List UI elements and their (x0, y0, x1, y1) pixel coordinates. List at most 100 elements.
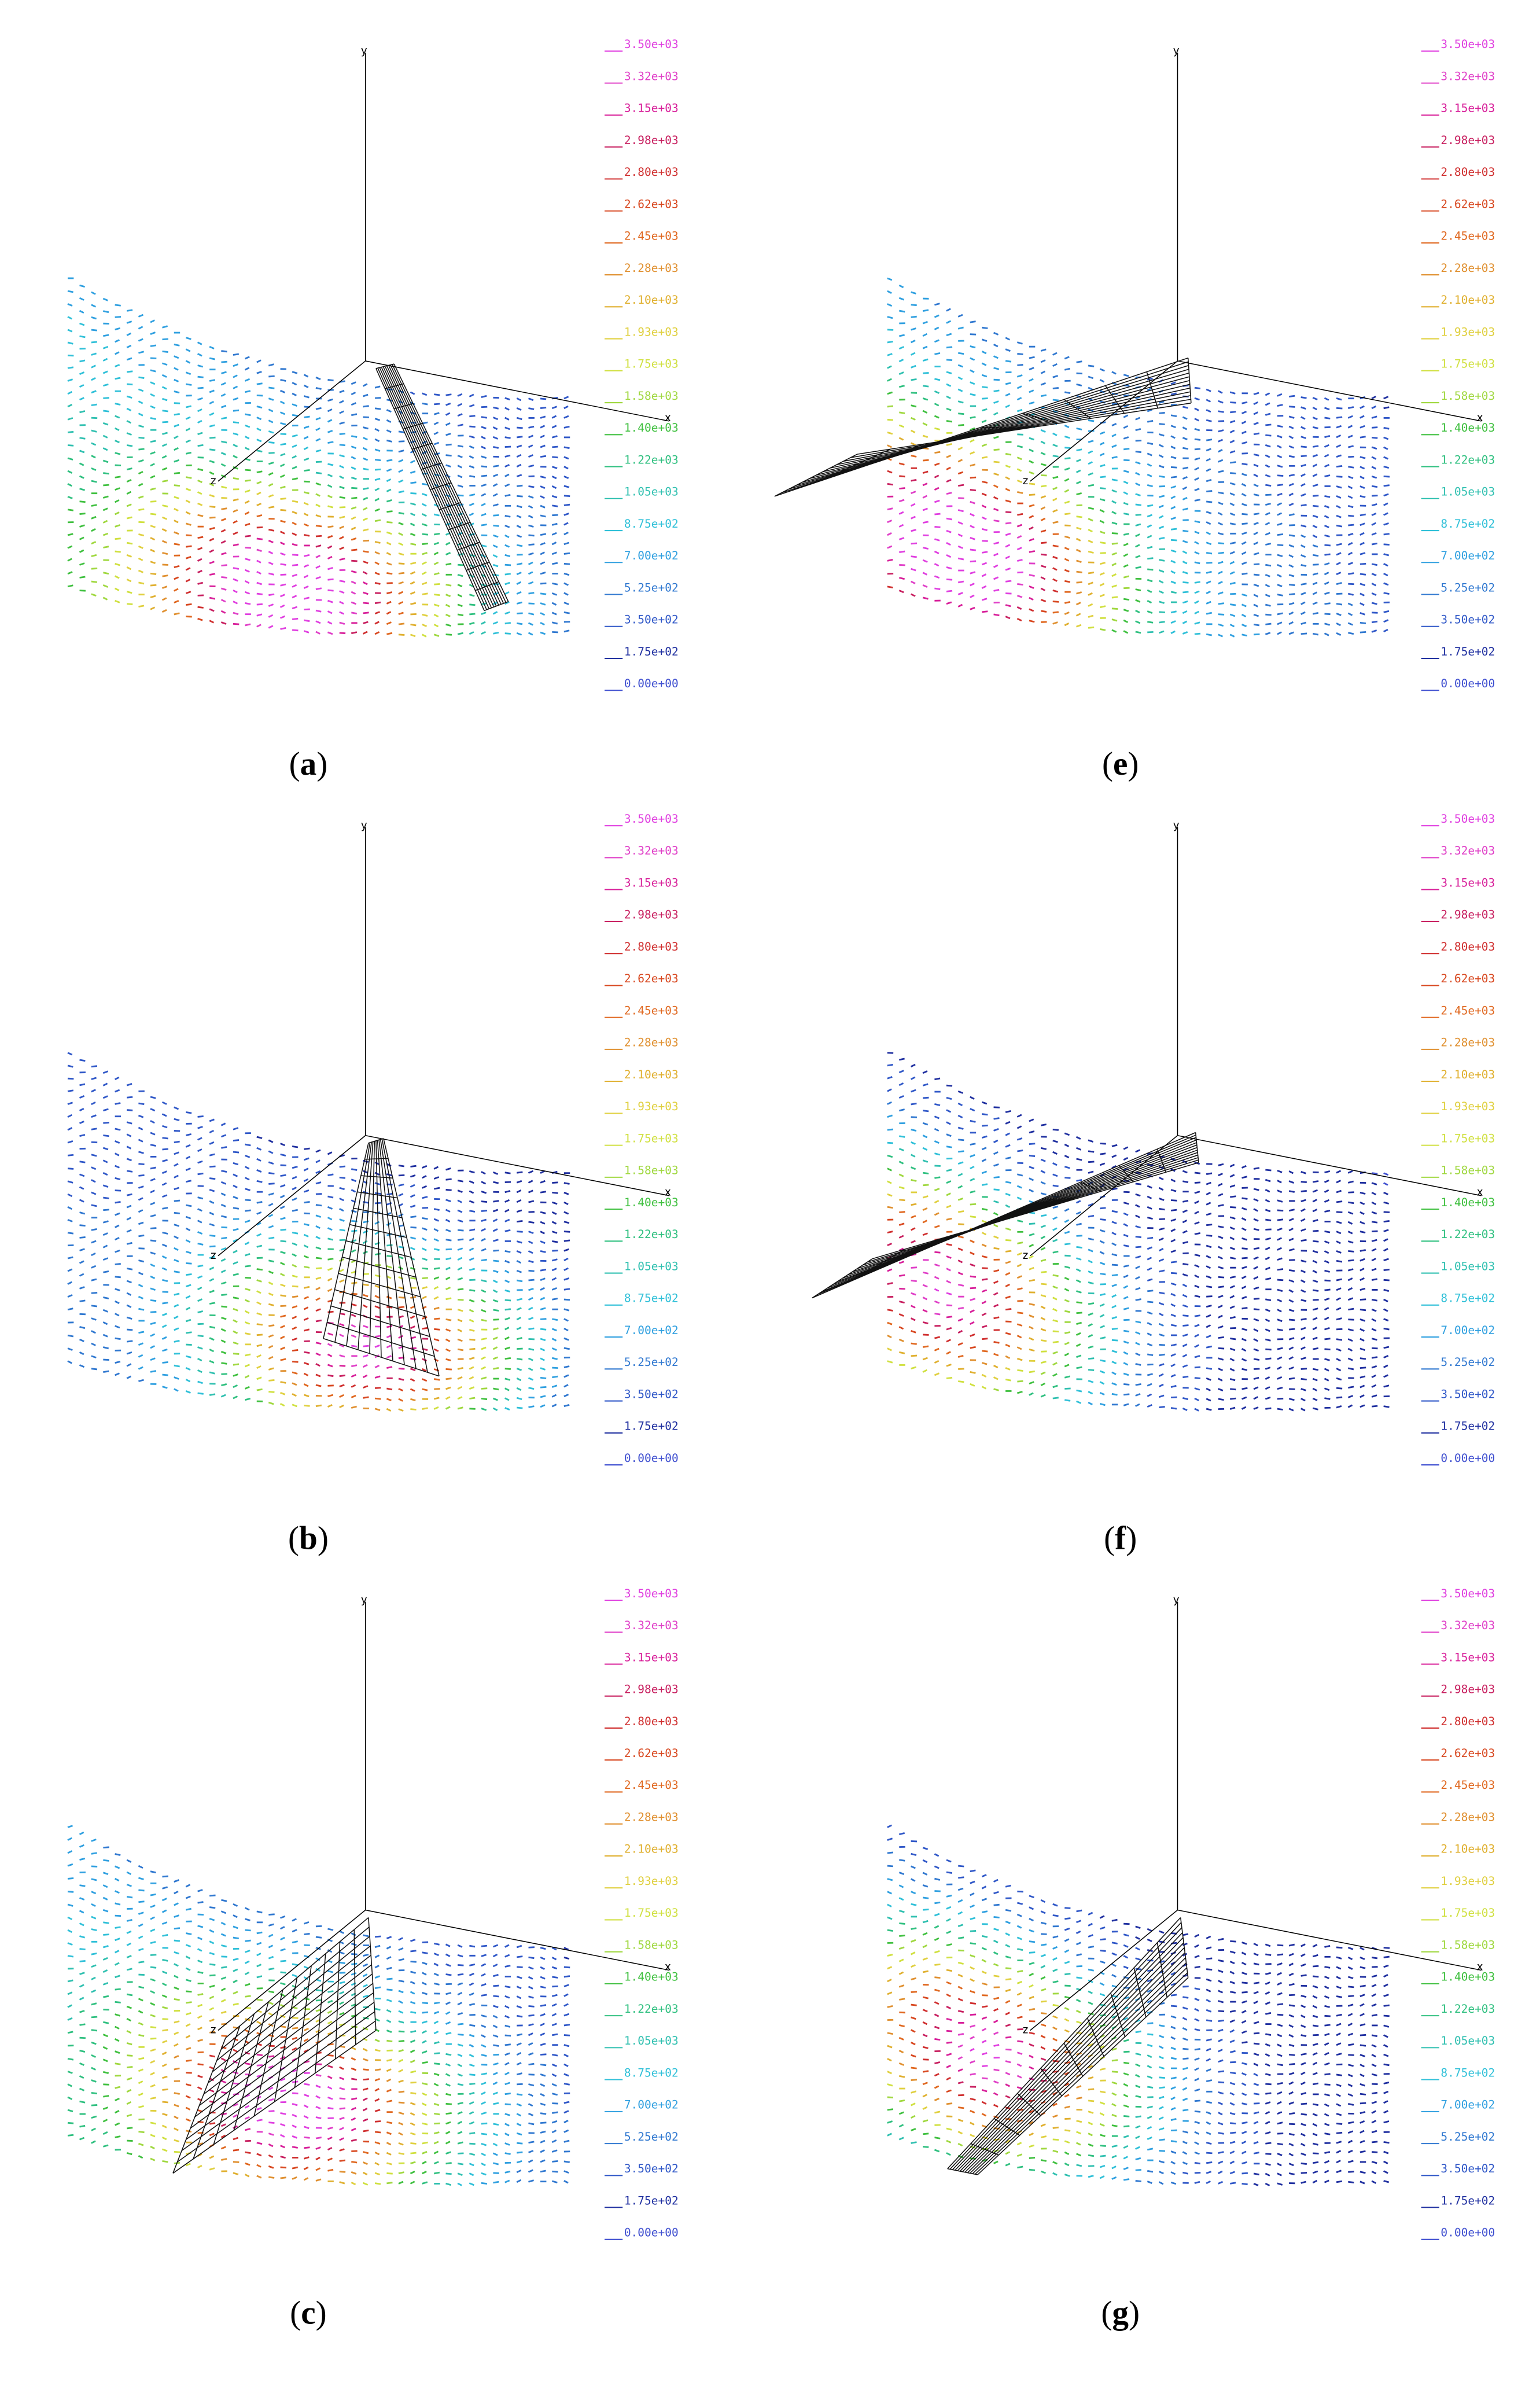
legend-label: 2.10e+03 (624, 1068, 679, 1081)
legend-label: 1.40e+03 (1440, 1196, 1495, 1209)
legend-label: 1.75e+03 (624, 358, 679, 371)
panel-label: (b) (288, 1520, 329, 1557)
x-axis (1177, 1135, 1482, 1196)
vector-field (150, 2009, 417, 2186)
legend-label: 1.40e+03 (624, 1196, 679, 1209)
legend-label: 2.80e+03 (624, 165, 679, 179)
legend-label: 1.75e+02 (1440, 1420, 1495, 1433)
panel-label-part: ) (1129, 2294, 1140, 2331)
legend-label: 1.75e+03 (624, 1906, 679, 1920)
vector-field (922, 1998, 1059, 2110)
legend-label: 2.28e+03 (1440, 261, 1495, 275)
legend-label: 8.75e+02 (624, 1292, 679, 1305)
panel-label-part: c (301, 2294, 315, 2331)
vector-field (67, 1825, 523, 2185)
vector-field (174, 2023, 405, 2182)
legend-label: 3.50e+02 (624, 613, 679, 627)
vector-field (898, 499, 1023, 601)
legend-label: 1.05e+03 (1440, 1259, 1495, 1273)
legend-label: 2.80e+03 (1440, 165, 1495, 179)
legend-label: 1.93e+03 (624, 1100, 679, 1113)
legend-label: 1.58e+03 (624, 1938, 679, 1951)
panel-label-part: ( (290, 2294, 301, 2331)
legend-label: 1.58e+03 (624, 1164, 679, 1177)
vector-field (898, 462, 1071, 623)
axis-label: x (1477, 1961, 1483, 1973)
legend-label: 7.00e+02 (624, 549, 679, 562)
vector-field (887, 378, 1154, 634)
legend-label: 2.45e+03 (1440, 1778, 1495, 1792)
vector-field (887, 1976, 1082, 2130)
legend-label: 7.00e+02 (624, 2098, 679, 2112)
vector-field (138, 1214, 558, 1408)
panel-label: (f) (1104, 1520, 1137, 1557)
legend-label: 1.93e+03 (624, 1874, 679, 1888)
panel: y x z 3.50e+03 3.32e+03 3.15e+03 2.98e+03 2.80e… (887, 1587, 1495, 2331)
legend-label: 2.28e+03 (1440, 1810, 1495, 1824)
vector-field (67, 277, 547, 636)
vector-field (138, 1999, 429, 2186)
vector-field (150, 498, 417, 636)
legend-label: 0.00e+00 (1440, 677, 1495, 690)
vector-field (887, 1957, 1106, 2143)
vector-field (67, 464, 464, 636)
z-axis (218, 1909, 366, 2031)
legend-label: 2.45e+03 (1440, 230, 1495, 243)
legend-label: 5.25e+02 (1440, 2130, 1495, 2143)
legend-label: 1.40e+03 (1440, 1971, 1495, 1984)
legend-label: 2.10e+03 (1440, 293, 1495, 307)
wireframe (375, 363, 509, 612)
axis-label: y (1173, 1594, 1180, 1606)
vector-field (91, 476, 452, 638)
legend-label: 7.00e+02 (624, 1324, 679, 1337)
vector-field (887, 418, 1118, 629)
vector-field (934, 1288, 952, 1295)
legend-label: 2.80e+03 (624, 940, 679, 953)
legend-label: 2.45e+03 (1440, 1004, 1495, 1017)
legend-label: 8.75e+02 (1440, 517, 1495, 531)
axis-label: z (211, 1250, 216, 1262)
legend-label: 2.45e+03 (624, 1778, 679, 1792)
vector-field (887, 455, 1071, 623)
z-axis (1030, 1909, 1178, 2031)
vector-field (351, 1345, 380, 1358)
legend-label: 2.28e+03 (1440, 1036, 1495, 1049)
vector-field (67, 1192, 570, 1408)
panel: y x z 3.50e+03 3.32e+03 3.15e+03 2.98e+03 2.80e… (812, 812, 1495, 1557)
axis-label: x (1477, 412, 1483, 424)
legend-label: 2.10e+03 (624, 1843, 679, 1856)
panel-label-part: ( (1104, 1520, 1115, 1557)
vector-field (910, 1993, 1071, 2113)
vector-field (279, 1290, 452, 1402)
vector-field (197, 535, 381, 635)
axis-label: x (665, 1961, 671, 1973)
legend-label: 2.28e+03 (624, 261, 679, 275)
vector-field (1371, 1172, 1389, 1186)
legend-label: 3.15e+03 (624, 102, 679, 115)
legend-label: 0.00e+00 (1440, 2226, 1495, 2240)
panel: y x z 3.50e+03 3.32e+03 3.15e+03 2.98e+03 2.80e… (774, 38, 1495, 782)
axis-label: x (665, 1187, 671, 1199)
vector-field (887, 1191, 1047, 1380)
legend-label: 1.05e+03 (1440, 485, 1495, 499)
vector-field (887, 1939, 1118, 2157)
vector-field (887, 474, 1047, 620)
legend-label: 1.40e+03 (624, 1971, 679, 1984)
legend-label: 0.00e+00 (624, 2226, 679, 2240)
legend-label: 8.75e+02 (1440, 2066, 1495, 2079)
panel-label-part: g (1112, 2294, 1129, 2331)
legend-label: 1.93e+03 (624, 325, 679, 338)
axis-label: z (1023, 2024, 1029, 2036)
wireframe (947, 1917, 1189, 2175)
vector-field (970, 2039, 1000, 2068)
wireframe (323, 1138, 440, 1377)
legend-label: 1.22e+03 (624, 2002, 679, 2016)
vector-field (887, 391, 1142, 634)
legend-label: 3.32e+03 (624, 844, 679, 857)
legend-label: 1.58e+03 (1440, 1938, 1495, 1951)
vector-field (233, 551, 345, 633)
legend-label: 1.22e+03 (1440, 1228, 1495, 1241)
legend-label: 3.15e+03 (1440, 1651, 1495, 1664)
legend-label: 1.75e+03 (1440, 358, 1495, 371)
